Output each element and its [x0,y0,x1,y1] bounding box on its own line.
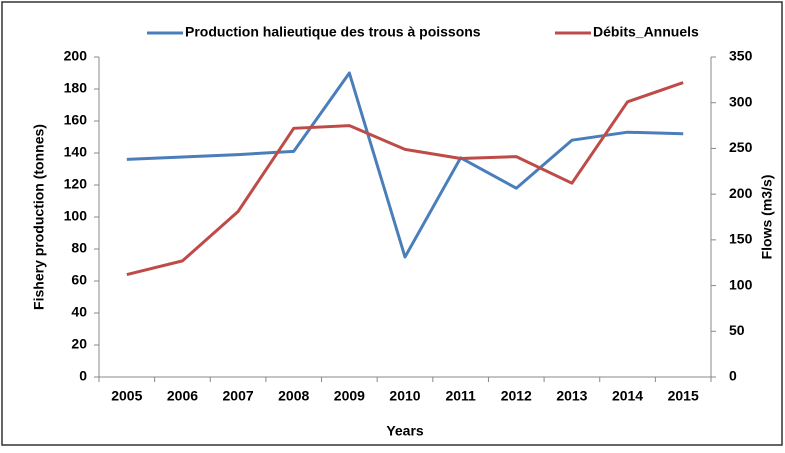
x-tick-label: 2010 [389,388,420,404]
y2-tick-label: 200 [729,185,753,201]
y-tick-label: 60 [71,272,87,288]
y2-tick-label: 0 [729,368,737,384]
y2-tick-label: 300 [729,93,753,109]
y2-axis-label: Flows (m3/s) [759,175,775,260]
x-tick-label: 2012 [501,388,532,404]
y-tick-label: 80 [71,240,87,256]
x-tick-label: 2014 [612,388,643,404]
y-tick-label: 0 [79,368,87,384]
y-tick-label: 40 [71,304,87,320]
x-axis-label: Years [386,423,424,439]
legend-label: Production halieutique des trous à poiss… [185,24,481,40]
x-tick-label: 2013 [556,388,587,404]
y-tick-label: 120 [64,176,88,192]
y-axis-label: Fishery production (tonnes) [31,124,47,310]
y-tick-label: 180 [64,80,88,96]
y-tick-label: 200 [64,48,88,64]
legend-label: Débits_Annuels [593,24,699,40]
x-tick-label: 2005 [111,388,142,404]
y2-tick-label: 350 [729,48,753,64]
series-line [126,71,684,259]
y-tick-label: 20 [71,336,87,352]
x-tick-label: 2006 [167,388,198,404]
x-tick-label: 2011 [445,388,476,404]
chart-border [1,1,783,446]
x-tick-label: 2009 [334,388,365,404]
y2-tick-label: 50 [729,322,745,338]
x-tick-label: 2008 [278,388,309,404]
y2-tick-label: 100 [729,276,753,292]
series-line [126,81,684,277]
y-tick-label: 160 [64,112,88,128]
y-tick-label: 100 [64,208,88,224]
x-tick-label: 2015 [668,388,699,404]
x-tick-label: 2007 [223,388,254,404]
y-tick-label: 140 [64,144,88,160]
y2-tick-label: 150 [729,231,753,247]
y2-tick-label: 250 [729,139,753,155]
